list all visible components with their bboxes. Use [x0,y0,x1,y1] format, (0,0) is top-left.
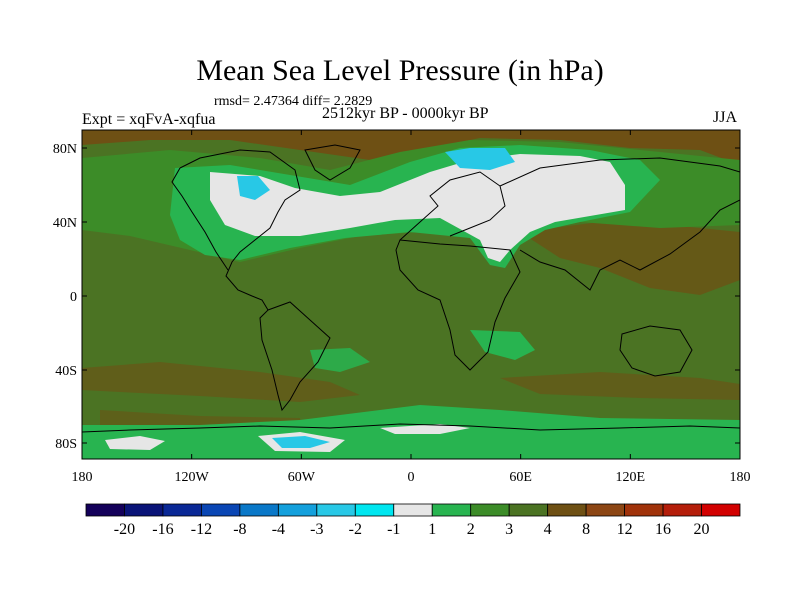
field-near-zero-north [210,154,625,262]
colorbar-label: 3 [505,521,513,538]
coast-north-america [179,149,301,311]
map-ticks: 80N 40N 0 40S 80S 180 120W 60W 0 60E 120E 180 [53,130,751,485]
colorbar-label: 12 [617,521,633,538]
field-near-zero-south-3 [380,424,470,434]
colorbar-label: -20 [114,521,135,538]
colorbar-swatch [662,503,702,517]
field-blue-arctic [445,148,515,170]
colorbar-swatch [85,503,125,517]
colorbar-label: 4 [544,521,552,538]
colorbar-label: -2 [349,521,362,538]
field-brown-southern [82,362,360,402]
stats-line: rmsd= 2.47364 diff= 2.2829 [214,94,373,109]
lat-tick-label: 40N [53,216,77,231]
lon-tick-label: 60E [509,470,532,485]
colorbar-label: -12 [191,521,212,538]
colorbar-label: -1 [387,521,400,538]
colorbar-label: 8 [582,521,590,538]
lon-tick-label: 120E [616,470,646,485]
pressure-field [82,130,740,459]
lon-tick-label: 60W [288,470,316,485]
colorbar-swatch [547,503,587,517]
colorbar-swatch [624,503,664,517]
lon-tick-label: 180 [730,470,751,485]
colorbar-swatch [585,503,625,517]
colorbar-label: 1 [428,521,436,538]
field-blue-south [272,436,330,448]
lat-tick-label: 0 [70,290,77,305]
colorbar-swatch [701,503,741,517]
colorbar-label: -16 [152,521,173,538]
colorbar-swatch [354,503,395,517]
lon-tick-label: 0 [408,470,415,485]
chart-title: Mean Sea Level Pressure (in hPa) [196,54,604,87]
field-near-zero-south [105,436,165,450]
colorbar-swatch [508,503,549,517]
colorbar-swatch [277,503,318,517]
colorbar-swatch [431,503,472,517]
colorbar-label: 2 [467,521,475,538]
lon-tick-label: 180 [72,470,93,485]
coast-australia [619,325,693,377]
field-brown-arctic [82,130,740,165]
colorbar-labels: -20 -16 -12 -8 -4 -3 -2 -1 1 2 3 4 8 12 16 20 [114,521,710,538]
lat-tick-label: 80S [55,437,77,452]
colorbar-swatch [393,503,433,517]
colorbar [85,503,741,517]
colorbar-swatch [239,503,279,517]
coast-greenland [304,144,361,181]
colorbar-swatch [124,503,164,517]
coast-antarctica [82,423,740,433]
coastlines [82,144,740,433]
season-label: JJA [713,109,738,126]
field-blue-canada [237,176,270,200]
field-brown-southern-east [500,372,740,400]
colorbar-label: -4 [272,521,285,538]
lon-tick-label: 120W [175,470,210,485]
colorbar-label: -3 [310,521,323,538]
experiment-label: Expt = xqFvA-xqfua [82,111,216,128]
colorbar-swatch [201,503,241,517]
period-label: 2512kyr BP - 0000kyr BP [322,105,489,122]
colorbar-swatch [316,503,356,517]
field-green-tropic-atl [470,330,535,360]
colorbar-swatch [162,503,202,517]
lat-tick-label: 40S [55,364,77,379]
coast-africa [395,239,521,371]
lat-tick-label: 80N [53,142,77,157]
field-green-south-atl [310,348,370,372]
coast-asia [499,157,740,291]
coast-south-america [259,301,331,412]
coast-north-america-west [171,167,229,271]
coast-europe [399,171,506,241]
colorbar-label: -8 [233,521,246,538]
field-brown-asia [520,222,740,295]
colorbar-label: 20 [694,521,710,538]
colorbar-swatch [470,503,510,517]
colorbar-label: 16 [655,521,671,538]
